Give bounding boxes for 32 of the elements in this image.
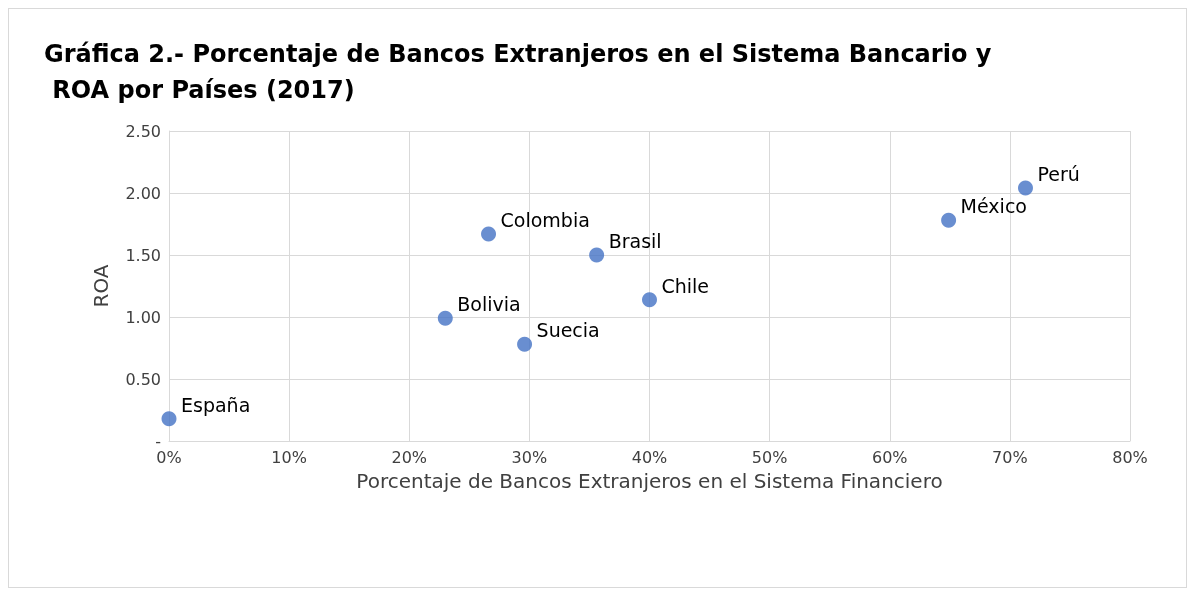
y-tick-label: 1.00	[125, 307, 161, 327]
x-tick-label: 60%	[871, 447, 908, 467]
point	[517, 336, 533, 352]
x-tick-label: 80%	[1112, 447, 1148, 467]
annotation: España	[181, 393, 251, 416]
annotation: México	[960, 195, 1027, 218]
y-tick-label: 1.50	[125, 245, 161, 265]
annotation: Chile	[661, 274, 710, 297]
chart-title: Gráfica 2.- Porcentaje de Bancos Extranjeros en el Sistema Bancario y ROA por Países (2017)	[44, 40, 992, 104]
point	[161, 411, 177, 427]
point	[642, 292, 657, 308]
annotation: Suecia	[536, 319, 600, 342]
annotation: Colombia	[500, 208, 590, 231]
point	[589, 247, 605, 263]
y-tick-label: 0.50	[125, 369, 161, 389]
annotation: Brasil	[608, 230, 662, 252]
point	[437, 310, 453, 326]
x-tick-label: 30%	[511, 447, 548, 467]
x-tick-label: 50%	[751, 447, 788, 467]
x-tick-label: 70%	[992, 447, 1028, 467]
x-tick-label: 10%	[271, 447, 307, 467]
point	[941, 212, 957, 228]
x-tick-label: 20%	[391, 447, 428, 467]
point	[481, 226, 497, 242]
y-tick-label: 2.50	[125, 121, 161, 141]
y-axis-title: ROA	[89, 264, 113, 308]
y-tick-label: 2.00	[125, 183, 161, 203]
annotation: Bolivia	[457, 293, 521, 316]
point	[1018, 180, 1033, 196]
x-tick-label: 40%	[631, 447, 668, 467]
x-axis-title: Porcentaje de Bancos Extranjeros en el Sistema Financiero	[356, 469, 943, 493]
annotation: Perú	[1037, 163, 1080, 186]
